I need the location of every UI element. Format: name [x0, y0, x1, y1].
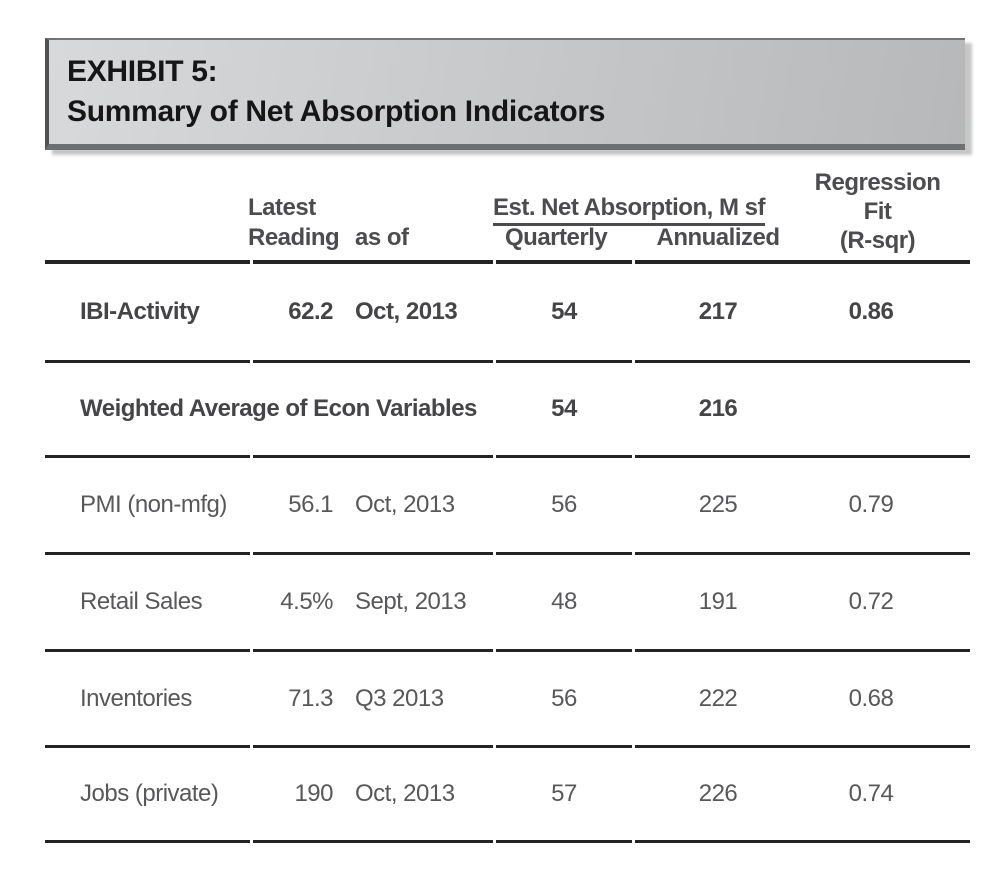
- row-label: Weighted Average of Econ Variables: [45, 363, 477, 458]
- annualized-value: 217: [698, 298, 738, 325]
- row-label: Jobs (private): [45, 748, 250, 843]
- as-of-value: Q3 2013: [355, 684, 444, 712]
- table-row-retail-sales: Retail Sales 4.5% Sept, 2013 48 191 0.72: [45, 555, 970, 652]
- column-header-latest-line2: Reading: [248, 224, 340, 251]
- header-rule-segment: [635, 165, 970, 264]
- table-row-pmi: PMI (non-mfg) 56.1 Oct, 2013 56 225 0.79: [45, 458, 970, 555]
- quarterly-value: 57: [496, 748, 632, 843]
- header-rule-segment: [496, 165, 632, 264]
- exhibit-title-box: EXHIBIT 5: Summary of Net Absorption Ind…: [45, 38, 965, 150]
- header-rule-segment: [45, 165, 250, 264]
- exhibit-title: Summary of Net Absorption Indicators: [67, 95, 606, 128]
- annualized-value: 222: [698, 684, 738, 712]
- column-header-est-net-absorption: Est. Net Absorption, M sf: [493, 193, 765, 226]
- row-label: Inventories: [45, 652, 250, 748]
- row-label: PMI (non-mfg): [45, 458, 250, 555]
- annualized-value: 225: [698, 491, 738, 518]
- exhibit-number: EXHIBIT 5:: [67, 55, 218, 88]
- latest-reading-value: 4.5%: [280, 588, 333, 615]
- row-label: IBI-Activity: [45, 264, 250, 363]
- column-header-quarterly: Quarterly: [505, 224, 608, 251]
- as-of-value: Oct, 2013: [355, 491, 455, 518]
- quarterly-value: 54: [496, 264, 632, 363]
- header-rule-segment: [253, 165, 493, 264]
- latest-reading-value: 190: [294, 780, 333, 807]
- r-sqr-value: 0.79: [848, 491, 894, 518]
- indicators-table: Latest Reading as of Est. Net Absorption…: [45, 165, 970, 843]
- r-sqr-value: 0.68: [848, 684, 894, 712]
- as-of-value: Oct, 2013: [355, 298, 458, 325]
- column-header-as-of: as of: [355, 224, 409, 251]
- column-header-regression-line2: Fit: [863, 198, 892, 225]
- latest-reading-value: 71.3: [288, 684, 333, 712]
- column-header-latest-reading: Latest Reading: [248, 193, 340, 253]
- quarterly-value: 56: [496, 458, 632, 555]
- column-header-regression-line1: Regression: [814, 169, 941, 196]
- annualized-value: 216: [698, 395, 738, 422]
- annualized-value: 191: [698, 588, 738, 615]
- column-header-latest-line1: Latest: [248, 194, 316, 221]
- row-label: Retail Sales: [45, 555, 250, 652]
- quarterly-value: 48: [496, 555, 632, 652]
- table-header-row: Latest Reading as of Est. Net Absorption…: [45, 165, 970, 264]
- r-sqr-value: 0.86: [848, 298, 894, 325]
- as-of-value: Oct, 2013: [355, 780, 455, 807]
- quarterly-value: 54: [496, 363, 632, 458]
- r-sqr-value: 0.74: [848, 780, 894, 807]
- table-row-inventories: Inventories 71.3 Q3 2013 56 222 0.68: [45, 652, 970, 748]
- column-header-regression-line3: (R-sqr): [839, 227, 916, 254]
- annualized-value: 226: [698, 780, 738, 807]
- table-row-jobs: Jobs (private) 190 Oct, 2013 57 226 0.74: [45, 748, 970, 843]
- as-of-value: Sept, 2013: [355, 588, 467, 615]
- table-row-weighted-average: Weighted Average of Econ Variables 54 21…: [45, 363, 970, 458]
- latest-reading-value: 56.1: [288, 491, 333, 518]
- column-header-regression-fit: Regression Fit (R-sqr): [805, 168, 950, 255]
- r-sqr-value: 0.72: [848, 588, 894, 615]
- column-header-annualized: Annualized: [656, 224, 780, 251]
- table-row-ibi-activity: IBI-Activity 62.2 Oct, 2013 54 217 0.86: [45, 264, 970, 363]
- latest-reading-value: 62.2: [288, 298, 333, 325]
- quarterly-value: 56: [496, 652, 632, 748]
